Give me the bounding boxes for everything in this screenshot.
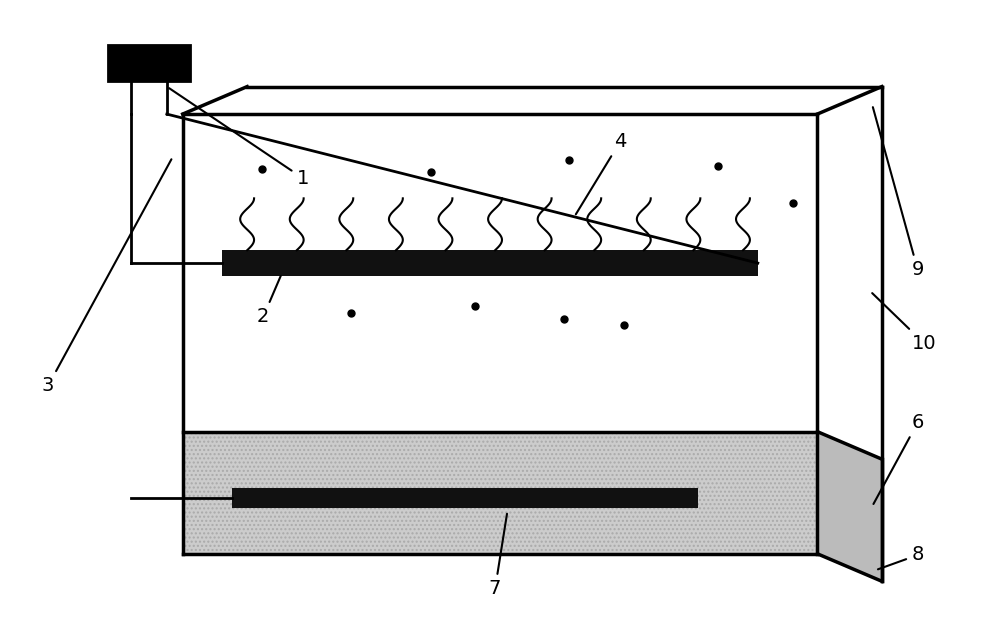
Text: 4: 4	[576, 132, 626, 214]
Text: 7: 7	[489, 514, 507, 599]
Text: 10: 10	[872, 293, 936, 353]
Bar	[222, 250, 758, 276]
Bar	[183, 431, 817, 554]
Text: 8: 8	[878, 545, 924, 569]
Bar	[232, 488, 698, 508]
Text: 1: 1	[169, 88, 309, 188]
Text: 3: 3	[42, 159, 171, 396]
Text: 9: 9	[873, 107, 924, 279]
Text: 6: 6	[873, 413, 924, 504]
Text: 2: 2	[257, 276, 281, 326]
Bar	[108, 45, 190, 80]
Polygon shape	[817, 431, 882, 581]
